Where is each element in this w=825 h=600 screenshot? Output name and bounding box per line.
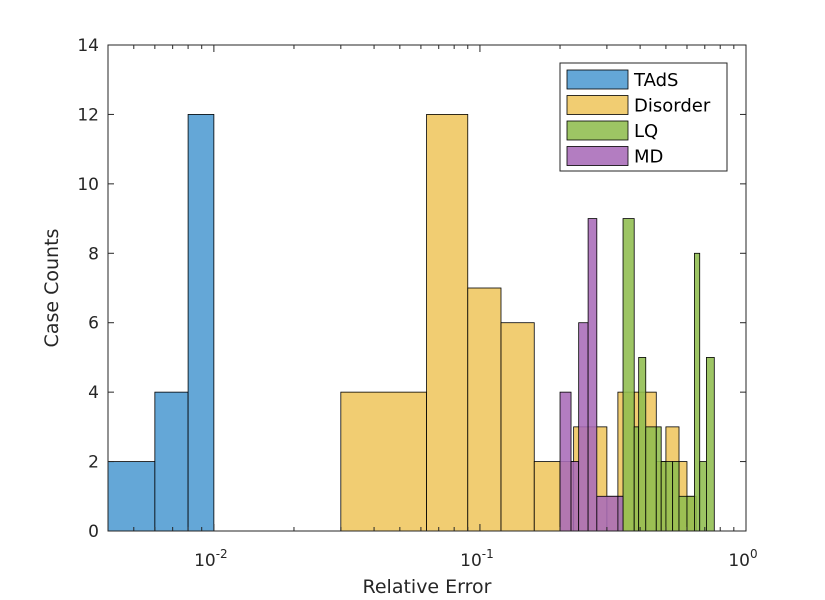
x-tick-exponent: -1 bbox=[482, 547, 494, 561]
x-tick-base: 10 bbox=[728, 551, 750, 571]
x-tick-label: 10-2 bbox=[194, 547, 228, 571]
x-axis-label: Relative Error bbox=[363, 576, 492, 598]
x-tick-label: 100 bbox=[728, 547, 757, 571]
bar-disorder-3 bbox=[500, 322, 535, 532]
bar-lq-6 bbox=[660, 461, 667, 532]
bar-md-1 bbox=[570, 461, 580, 532]
x-tick-exponent: -2 bbox=[216, 547, 228, 561]
x-tick-labels: 10-2 10-1 100 bbox=[194, 547, 758, 571]
bar-lq-10 bbox=[686, 495, 695, 532]
x-tick-base: 10 bbox=[194, 551, 216, 571]
legend-swatch-tads bbox=[566, 69, 629, 90]
bar-lq-3 bbox=[638, 357, 647, 532]
y-tick-label: 4 bbox=[88, 383, 99, 403]
y-tick-label: 14 bbox=[77, 36, 99, 56]
legend-label-lq: LQ bbox=[634, 121, 658, 142]
bar-tads-0 bbox=[107, 461, 156, 532]
legend-label-md: MD bbox=[634, 147, 663, 168]
y-tick-label: 0 bbox=[88, 522, 99, 542]
bar-lq-4 bbox=[645, 426, 657, 532]
bar-lq-7 bbox=[665, 461, 674, 532]
bar-lq-11 bbox=[694, 252, 701, 532]
bar-md-0 bbox=[559, 391, 572, 532]
y-tick-label: 8 bbox=[88, 244, 99, 264]
x-tick-exponent: 0 bbox=[750, 547, 758, 561]
bar-disorder-4 bbox=[533, 461, 561, 532]
y-tick-label: 12 bbox=[77, 105, 99, 125]
bar-md-4 bbox=[596, 495, 619, 532]
series-tads bbox=[107, 114, 215, 532]
axis-ticks bbox=[107, 44, 747, 532]
legend-swatch-lq bbox=[566, 120, 629, 141]
y-axis-label: Case Counts bbox=[41, 229, 63, 348]
bar-md-3 bbox=[587, 218, 598, 532]
bar-disorder-2 bbox=[467, 287, 502, 532]
legend: TAdS Disorder LQ MD bbox=[559, 62, 728, 172]
legend-label-tads: TAdS bbox=[633, 70, 678, 91]
x-tick-base: 10 bbox=[460, 551, 482, 571]
series-lq bbox=[617, 218, 715, 532]
x-tick-label: 10-1 bbox=[460, 547, 494, 571]
histogram-bars bbox=[107, 114, 715, 532]
bar-lq-9 bbox=[678, 495, 688, 532]
bar-lq-13 bbox=[706, 357, 715, 532]
bar-md-2 bbox=[578, 322, 589, 532]
legend-swatch-disorder bbox=[566, 95, 629, 115]
bar-disorder-0 bbox=[340, 391, 427, 532]
bar-lq-2 bbox=[633, 426, 640, 532]
bar-lq-5 bbox=[655, 426, 662, 532]
y-tick-label: 10 bbox=[77, 175, 99, 195]
bar-tads-1 bbox=[154, 391, 189, 532]
bar-lq-1 bbox=[622, 218, 635, 532]
legend-label-disorder: Disorder bbox=[634, 96, 711, 117]
bar-lq-8 bbox=[672, 461, 680, 532]
bar-disorder-1 bbox=[426, 114, 469, 532]
plot-frame bbox=[107, 44, 747, 532]
bar-tads-2 bbox=[187, 114, 215, 532]
y-tick-label: 6 bbox=[88, 314, 99, 334]
bar-lq-12 bbox=[699, 461, 707, 532]
y-tick-label: 2 bbox=[88, 453, 99, 473]
legend-swatch-md bbox=[566, 146, 629, 166]
y-tick-labels: 0 2 4 6 8 10 12 14 bbox=[77, 36, 99, 542]
bar-md-5 bbox=[617, 495, 624, 532]
